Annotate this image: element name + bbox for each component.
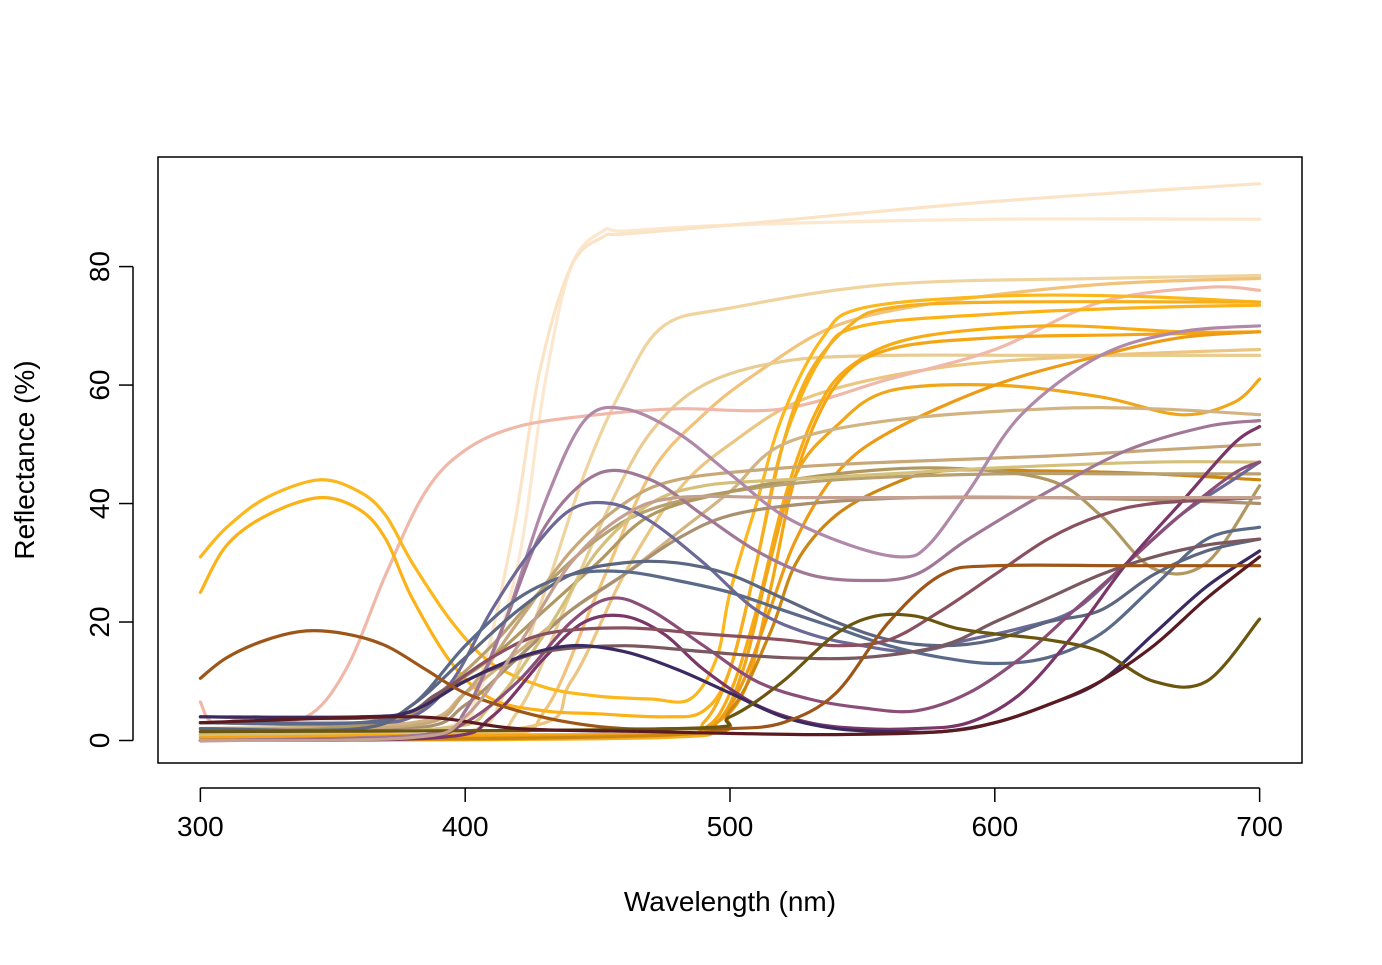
y-tick-label: 60 bbox=[84, 370, 115, 401]
series-line-17 bbox=[198, 442, 1262, 731]
x-tick-label: 400 bbox=[442, 811, 489, 842]
axis-layer: 300 400 500 600 700 0 20 40 60 80 bbox=[84, 251, 1283, 842]
y-tick-label: 0 bbox=[84, 733, 115, 749]
series-line-30 bbox=[198, 537, 1262, 721]
series-line-2 bbox=[198, 182, 1262, 740]
series-line-3 bbox=[198, 273, 1262, 743]
series-line-16 bbox=[198, 406, 1262, 731]
series-line-9 bbox=[198, 303, 1262, 719]
series-line-23 bbox=[198, 419, 1262, 743]
series-layer bbox=[198, 182, 1262, 743]
x-tick-label: 300 bbox=[177, 811, 224, 842]
series-line-35 bbox=[198, 494, 1262, 743]
y-tick-label: 80 bbox=[84, 251, 115, 282]
x-axis-label: Wavelength (nm) bbox=[624, 886, 836, 917]
x-tick-label: 700 bbox=[1236, 811, 1283, 842]
series-line-33 bbox=[198, 612, 1262, 734]
series-line-26 bbox=[198, 537, 1262, 732]
series-line-34 bbox=[198, 555, 1262, 737]
y-tick-label: 40 bbox=[84, 488, 115, 519]
series-line-8 bbox=[198, 293, 1262, 704]
y-tick-label: 20 bbox=[84, 606, 115, 637]
series-line-4 bbox=[198, 276, 1262, 743]
plot-frame bbox=[157, 156, 1303, 764]
series-line-25 bbox=[198, 525, 1262, 726]
x-tick-label: 500 bbox=[707, 811, 754, 842]
series-line-15 bbox=[198, 468, 1262, 743]
y-axis-label: Reflectance (%) bbox=[9, 360, 40, 559]
x-tick-label: 600 bbox=[971, 811, 1018, 842]
